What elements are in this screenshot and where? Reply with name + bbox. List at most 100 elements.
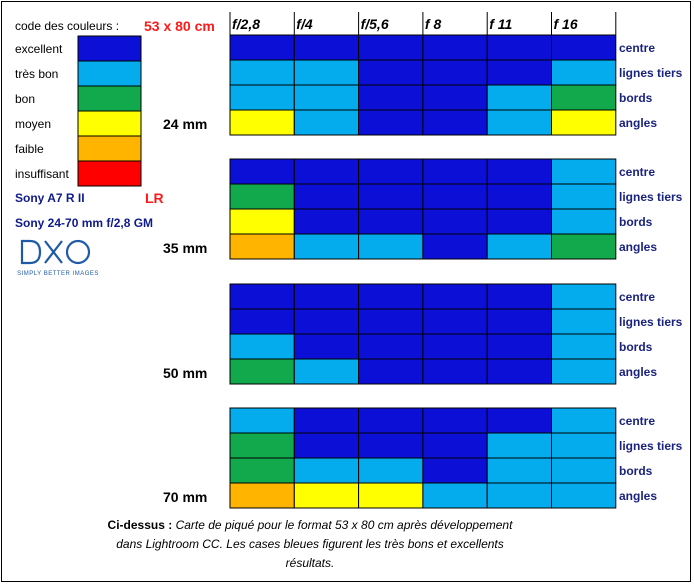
heatmap-cell	[229, 407, 295, 434]
heatmap-cell	[229, 233, 295, 260]
row-label: angles	[619, 365, 657, 379]
heatmap-cell	[486, 308, 553, 335]
heatmap-cell	[293, 283, 360, 310]
heatmap-cell	[551, 183, 617, 210]
heatmap-cell	[551, 333, 617, 360]
heatmap-cell	[293, 109, 360, 136]
row-label: lignes tiers	[619, 439, 683, 453]
row-label: bords	[619, 215, 653, 229]
heatmap-cell	[293, 208, 360, 235]
heatmap-cell	[422, 34, 488, 61]
heatmap-cell	[486, 283, 553, 310]
heatmap-cell	[358, 283, 424, 310]
heatmap-cell	[486, 457, 553, 484]
heatmap-cell	[422, 59, 488, 86]
heatmap-cell	[358, 109, 424, 136]
caption: Ci-dessus : Carte de piqué pour le forma…	[100, 516, 520, 573]
row-label: lignes tiers	[619, 190, 683, 204]
focal-length-label: 24 mm	[163, 116, 207, 132]
heatmap-cell	[358, 34, 424, 61]
legend-title: code des couleurs :	[15, 19, 119, 33]
heatmap-cell	[422, 183, 488, 210]
heatmap-grid: centre lignes tiers bords angles 24 mm centre…	[163, 34, 683, 509]
legend-label: faible	[15, 142, 44, 156]
row-label: lignes tiers	[619, 315, 683, 329]
row-label: centre	[619, 290, 655, 304]
legend-label: bon	[15, 92, 35, 106]
row-label: angles	[619, 489, 657, 503]
heatmap-cell	[486, 333, 553, 360]
dxo-logo: SIMPLY BETTER IMAGES	[14, 233, 102, 283]
heatmap-cell	[293, 358, 360, 385]
column-header: f/4	[296, 16, 313, 32]
heatmap-cell	[229, 482, 295, 509]
legend-swatch	[77, 110, 142, 137]
heatmap-cell	[358, 158, 424, 185]
heatmap-cell	[358, 183, 424, 210]
row-label: bords	[619, 91, 653, 105]
heatmap-cell	[422, 358, 488, 385]
heatmap-cell	[229, 283, 295, 310]
column-header: f 11	[489, 16, 512, 32]
heatmap-cell	[486, 432, 553, 459]
heatmap-cell	[229, 183, 295, 210]
heatmap-cell	[358, 358, 424, 385]
heatmap-cell	[422, 407, 488, 434]
row-label: centre	[619, 165, 655, 179]
heatmap-cell	[551, 407, 617, 434]
heatmap-cell	[422, 208, 488, 235]
focal-length-label: 50 mm	[163, 365, 207, 381]
legend-label: très bon	[15, 67, 58, 81]
heatmap-cell	[422, 432, 488, 459]
heatmap-cell	[486, 233, 553, 260]
row-label: bords	[619, 340, 653, 354]
heatmap-cell	[551, 283, 617, 310]
legend-swatch	[77, 35, 142, 62]
heatmap-cell	[551, 34, 617, 61]
heatmap-cell	[422, 158, 488, 185]
row-label: angles	[619, 116, 657, 130]
column-header: f 16	[554, 16, 578, 32]
heatmap-cell	[358, 407, 424, 434]
legend-swatch	[77, 135, 142, 162]
heatmap-cell	[229, 457, 295, 484]
heatmap-cell	[358, 233, 424, 260]
heatmap-cell	[422, 308, 488, 335]
heatmap-cell	[229, 208, 295, 235]
software-label: LR	[145, 190, 164, 206]
heatmap-cell	[551, 432, 617, 459]
heatmap-cell	[293, 84, 360, 111]
column-header: f/2,8	[232, 16, 260, 32]
heatmap-cell	[293, 59, 360, 86]
row-label: angles	[619, 240, 657, 254]
heatmap-cell	[358, 59, 424, 86]
caption-text: Carte de piqué pour le format 53 x 80 cm…	[116, 518, 513, 570]
legend-label: excellent	[15, 42, 63, 56]
heatmap-cell	[422, 84, 488, 111]
column-header: f/5,6	[361, 16, 389, 32]
heatmap-cell	[358, 208, 424, 235]
heatmap-cell	[551, 358, 617, 385]
heatmap-cell	[486, 109, 553, 136]
heatmap-cell	[229, 432, 295, 459]
heatmap-cell	[293, 333, 360, 360]
heatmap-cell	[422, 109, 488, 136]
column-headers: f/2,8 f/4 f/5,6 f 8 f 11 f 16	[229, 12, 617, 35]
row-label: centre	[619, 41, 655, 55]
row-label: bords	[619, 464, 653, 478]
focal-length-label: 35 mm	[163, 240, 207, 256]
heatmap-cell	[422, 333, 488, 360]
focal-length-label: 70 mm	[163, 489, 207, 505]
lens-label: Sony 24-70 mm f/2,8 GM	[15, 216, 153, 230]
heatmap-cell	[229, 84, 295, 111]
column-header: f 8	[425, 16, 442, 32]
heatmap-cell	[422, 482, 488, 509]
heatmap-cell	[551, 158, 617, 185]
heatmap-cell	[229, 333, 295, 360]
size-label: 53 x 80 cm	[144, 18, 215, 34]
caption-bold: Ci-dessus :	[107, 518, 173, 532]
heatmap-cell	[422, 283, 488, 310]
heatmap-cell	[293, 407, 360, 434]
heatmap-cell	[486, 84, 553, 111]
heatmap-cell	[551, 84, 617, 111]
